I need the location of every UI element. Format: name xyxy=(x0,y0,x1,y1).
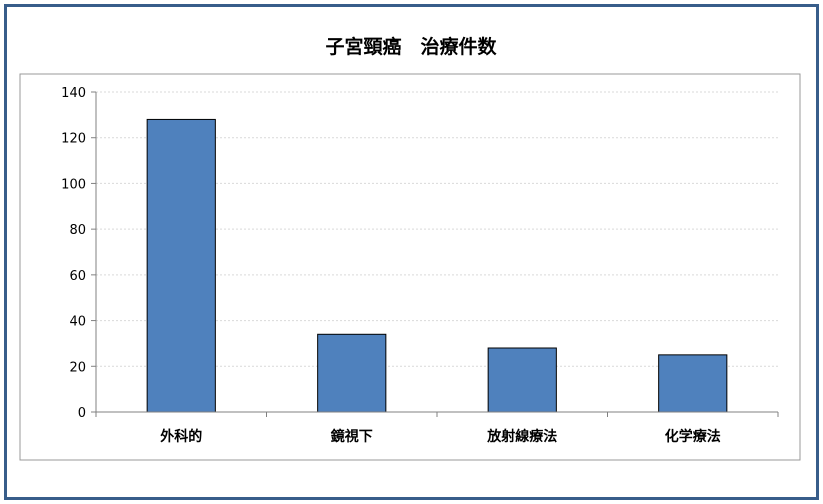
y-tick-label: 20 xyxy=(69,360,86,375)
chart-frame xyxy=(4,4,819,500)
x-category-label: 化学療法 xyxy=(665,428,721,445)
y-tick-label: 0 xyxy=(78,406,86,421)
y-tick-label: 40 xyxy=(69,315,86,330)
x-category-label: 鏡視下 xyxy=(331,428,373,445)
chart-title: 子宮頸癌 治療件数 xyxy=(325,35,497,58)
x-category-label: 放射線療法 xyxy=(486,428,557,445)
labels: 0 20 40 60 80 100 120 140 外科的 鏡視下 放射線療法 化学療法 xyxy=(61,86,721,445)
y-tick-label: 60 xyxy=(69,269,86,284)
y-tick-label: 140 xyxy=(61,86,86,101)
bars xyxy=(146,118,728,413)
y-tick-label: 100 xyxy=(61,177,86,192)
axes xyxy=(91,91,779,417)
bar-3 xyxy=(658,354,728,413)
plot-area-border xyxy=(19,73,801,461)
x-category-label: 外科的 xyxy=(160,428,202,445)
y-tick-label: 80 xyxy=(69,223,86,238)
bar-1 xyxy=(317,333,387,413)
bar-2 xyxy=(487,347,557,413)
y-tick-label: 120 xyxy=(61,132,86,147)
bar-0 xyxy=(146,118,216,413)
